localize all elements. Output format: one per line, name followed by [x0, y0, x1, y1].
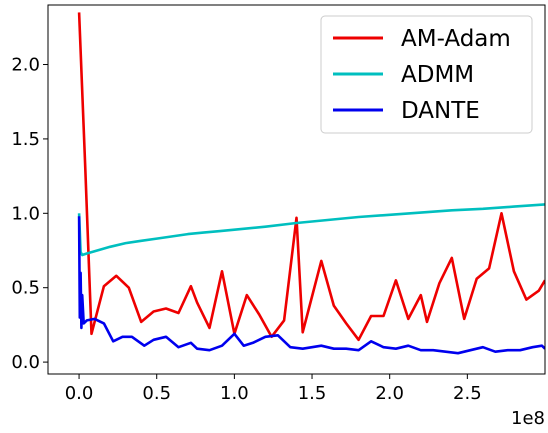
- x-axis-ticks: 0.0 0.5 1.0 1.5 2.0 2.5: [65, 374, 482, 404]
- x-tick-label: 0.0: [65, 383, 94, 404]
- legend-label: DANTE: [401, 98, 480, 124]
- y-tick-label: 1.0: [11, 203, 40, 224]
- legend: AM-Adam ADMM DANTE: [320, 15, 533, 134]
- legend-label: ADMM: [401, 62, 474, 88]
- series-line-am-adam: [77, 12, 545, 342]
- series-line-admm: [77, 203, 545, 257]
- series-line-dante: [77, 216, 545, 355]
- y-tick-label: 2.0: [11, 55, 40, 76]
- legend-box: [320, 15, 533, 134]
- x-tick-label: 2.5: [453, 383, 482, 404]
- x-tick-label: 1.5: [298, 383, 327, 404]
- x-tick-label: 0.5: [142, 383, 171, 404]
- series-layer: [77, 12, 545, 355]
- legend-label: AM-Adam: [401, 26, 511, 52]
- y-tick-label: 1.5: [11, 129, 40, 150]
- x-tick-label: 1.0: [220, 383, 249, 404]
- x-axis-offset-label: 1e8: [511, 408, 545, 429]
- axes-frame: [47, 4, 546, 375]
- x-tick-label: 2.0: [375, 383, 404, 404]
- y-tick-label: 0.5: [11, 278, 40, 299]
- y-tick-label: 0.0: [11, 352, 40, 373]
- y-axis-ticks: 0.0 0.5 1.0 1.5 2.0: [11, 55, 48, 373]
